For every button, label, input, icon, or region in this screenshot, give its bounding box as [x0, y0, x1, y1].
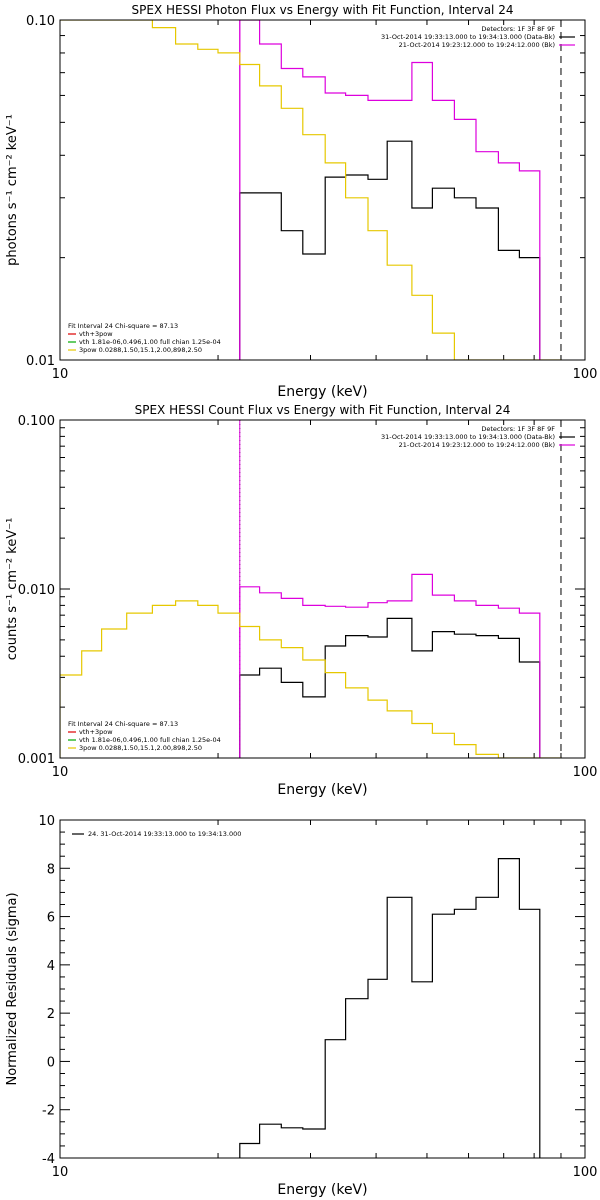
x-tick-label: 100 [573, 367, 598, 382]
plot-region [60, 20, 562, 360]
y-tick-label: 0.01 [26, 354, 55, 369]
legend-text: 24. 31-Oct-2014 19:33:13.000 to 19:34:13… [88, 830, 241, 838]
plot-region [60, 420, 562, 758]
plot-region [239, 857, 541, 1158]
legend-text: 21-Oct-2014 19:23:12.000 to 19:24:12.000… [399, 41, 555, 49]
legend-text: vth+3pow [79, 330, 113, 338]
legend-text: vth 1.81e-06,0.496,1.00 full chian 1.25e… [79, 338, 221, 346]
legend-text: 31-Oct-2014 19:33:13.000 to 19:34:13.000… [381, 33, 555, 41]
y-tick-label: -2 [42, 1104, 55, 1119]
x-axis-label: Energy (keV) [277, 782, 367, 798]
y-tick-label: 0.010 [18, 583, 55, 598]
x-axis-label: Energy (keV) [277, 1182, 367, 1198]
series-line-1 [239, 617, 541, 758]
chart-title: SPEX HESSI Photon Flux vs Energy with Fi… [132, 3, 514, 17]
chart-panel-2: SPEX HESSI Count Flux vs Energy with Fit… [5, 403, 597, 798]
chart-panel-3: 10 100 -4 -2 0 2 4 6 8 10 Energy (keV) Normalized R… [5, 814, 597, 1198]
plot-frame [59, 819, 586, 1159]
plot-frame [59, 19, 586, 361]
y-tick-label: -4 [42, 1152, 55, 1167]
series-line-2 [239, 20, 541, 360]
y-tick-label: 6 [47, 911, 55, 926]
y-tick-label: 0.10 [26, 14, 55, 29]
series-line-3 [60, 600, 561, 758]
x-tick-label: 10 [52, 765, 69, 780]
x-tick-label: 100 [573, 765, 598, 780]
y-tick-label: 0.100 [18, 414, 55, 429]
x-tick-label: 10 [52, 367, 69, 382]
legend-text: vth 1.81e-06,0.496,1.00 full chian 1.25e… [79, 736, 221, 744]
x-tick-label: 100 [573, 1165, 598, 1180]
y-tick-label: 2 [47, 1007, 55, 1022]
y-tick-label: 8 [47, 862, 55, 877]
y-axis-label: counts s⁻¹ cm⁻² keV⁻¹ [5, 518, 20, 661]
chart-title: SPEX HESSI Count Flux vs Energy with Fit… [135, 403, 511, 417]
legend-text: Detectors: 1F 3F 8F 9F [481, 25, 555, 33]
y-tick-label: 0 [47, 1055, 55, 1070]
series-line-1 [239, 857, 541, 1158]
legend-text: 3pow 0.0288,1.50,15.1,2.00,898,2.50 [79, 346, 202, 354]
plot-frame [59, 419, 586, 759]
y-axis-label: photons s⁻¹ cm⁻² keV⁻¹ [5, 114, 20, 266]
y-axis-label: Normalized Residuals (sigma) [5, 892, 20, 1085]
series-line-1 [239, 140, 541, 360]
legend-text: 3pow 0.0288,1.50,15.1,2.00,898,2.50 [79, 744, 202, 752]
x-tick-label: 10 [52, 1165, 69, 1180]
legend-text: Fit Interval 24 Chi-square = 87.13 [68, 720, 178, 728]
legend-text: vth+3pow [79, 728, 113, 736]
y-tick-label: 10 [38, 814, 55, 829]
chart-panel-1: SPEX HESSI Photon Flux vs Energy with Fi… [5, 3, 597, 400]
legend-text: 31-Oct-2014 19:33:13.000 to 19:34:13.000… [381, 433, 555, 441]
y-tick-label: 0.001 [18, 752, 55, 767]
y-tick-label: 4 [47, 959, 55, 974]
x-axis-label: Energy (keV) [277, 384, 367, 400]
legend-text: Detectors: 1F 3F 8F 9F [481, 425, 555, 433]
legend-text: 21-Oct-2014 19:23:12.000 to 19:24:12.000… [399, 441, 555, 449]
series-line-3 [60, 20, 561, 360]
legend-text: Fit Interval 24 Chi-square = 87.13 [68, 322, 178, 330]
series-line-2 [239, 573, 541, 758]
